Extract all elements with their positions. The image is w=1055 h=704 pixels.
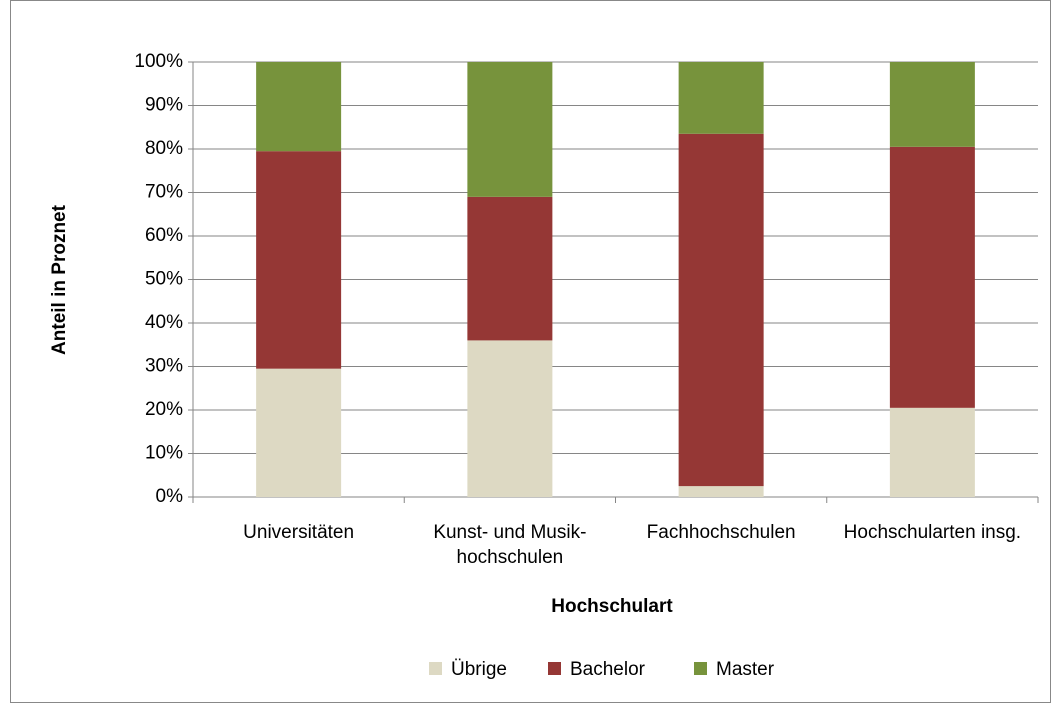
x-tick-label: Hochschularten insg. bbox=[843, 522, 1022, 543]
bar-segment bbox=[467, 340, 553, 497]
y-tick-label: 60% bbox=[145, 225, 183, 246]
y-tick-label: 70% bbox=[145, 182, 183, 203]
bar-segment bbox=[256, 62, 342, 152]
bar-segment bbox=[889, 407, 975, 497]
y-tick-label: 0% bbox=[156, 486, 184, 507]
bar-segment bbox=[467, 62, 553, 197]
y-tick-label: 10% bbox=[145, 443, 183, 464]
x-axis-title: Hochschulart bbox=[551, 596, 673, 617]
bar-segment bbox=[678, 486, 764, 497]
y-tick-label: 50% bbox=[145, 269, 183, 290]
y-tick-label: 80% bbox=[145, 138, 183, 159]
y-axis-title: Anteil in Proznet bbox=[49, 204, 70, 355]
legend-label: Übrige bbox=[451, 659, 507, 680]
legend-label: Bachelor bbox=[570, 659, 646, 680]
y-tick-label: 20% bbox=[145, 399, 183, 420]
y-tick-label: 90% bbox=[145, 95, 183, 116]
bar-segment bbox=[889, 146, 975, 408]
legend-swatch bbox=[548, 662, 561, 675]
bar-segment bbox=[256, 368, 342, 497]
bar-segment bbox=[467, 196, 553, 341]
x-tick-label: Kunst- und Musik-hochschulen bbox=[433, 522, 587, 568]
bar-segment bbox=[678, 62, 764, 134]
bar-segment bbox=[256, 151, 342, 369]
legend-label: Master bbox=[716, 659, 775, 680]
legend-swatch bbox=[429, 662, 442, 675]
x-tick-label: Fachhochschulen bbox=[646, 522, 796, 543]
y-tick-label: 100% bbox=[134, 51, 183, 72]
x-tick-label: Universitäten bbox=[243, 522, 355, 543]
bar-segment bbox=[678, 133, 764, 487]
y-tick-label: 30% bbox=[145, 356, 183, 377]
bar-segment bbox=[889, 62, 975, 147]
y-tick-label: 40% bbox=[145, 312, 183, 333]
legend-swatch bbox=[694, 662, 707, 675]
